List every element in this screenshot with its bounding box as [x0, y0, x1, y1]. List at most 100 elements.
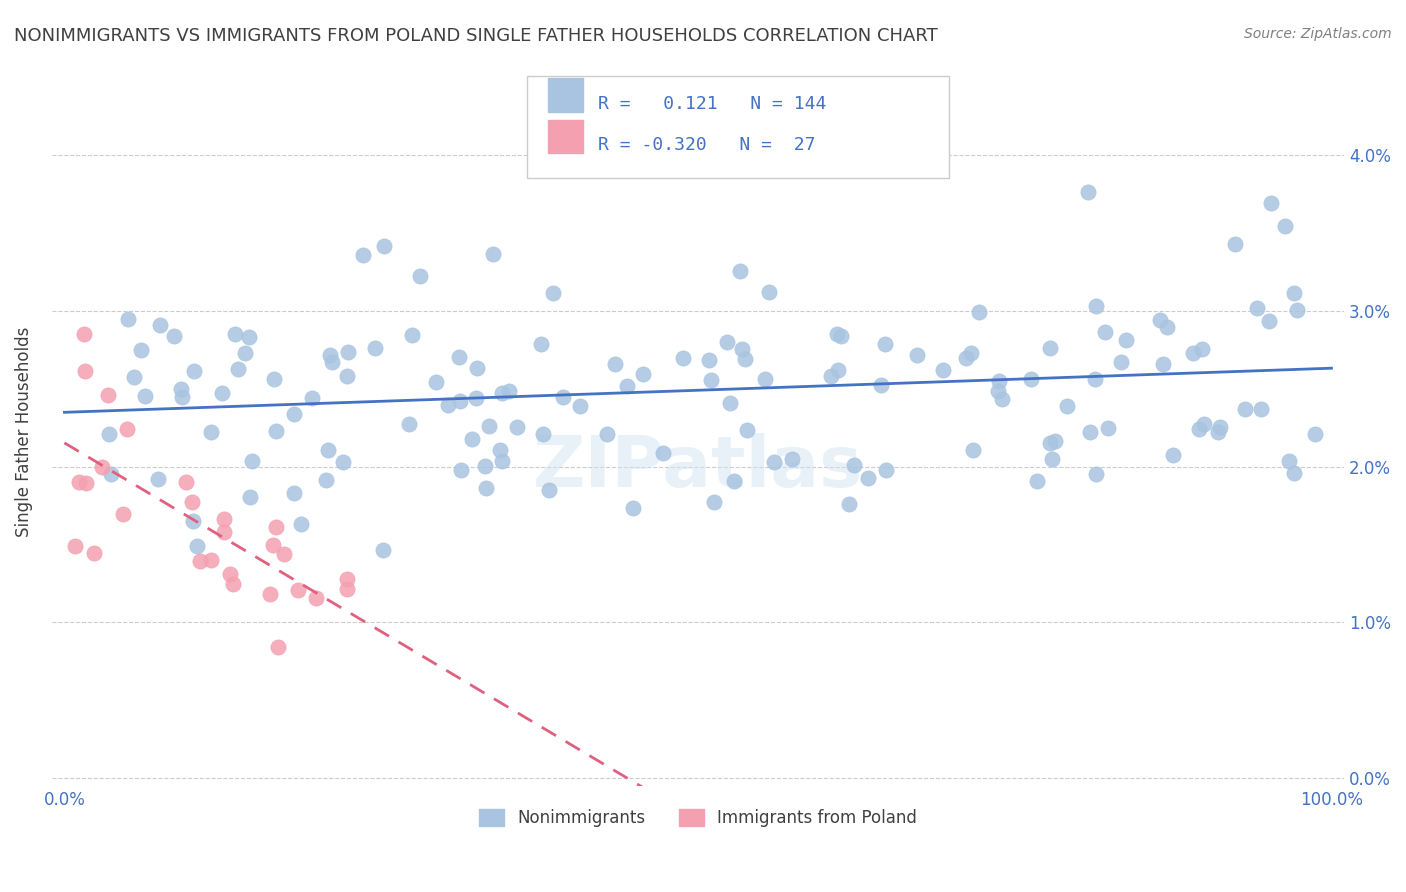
Point	[1019, 371, 1042, 385]
Point	[332, 455, 354, 469]
Point	[146, 472, 169, 486]
Point	[1094, 325, 1116, 339]
Point	[1043, 434, 1066, 448]
Point	[65, 539, 87, 553]
Point	[75, 476, 97, 491]
Point	[336, 368, 359, 383]
Point	[506, 419, 529, 434]
Point	[200, 425, 222, 439]
Point	[1026, 474, 1049, 488]
Point	[830, 329, 852, 343]
Point	[988, 375, 1011, 389]
Point	[115, 422, 138, 436]
Point	[186, 539, 208, 553]
Point	[1206, 425, 1229, 439]
Point	[100, 467, 122, 481]
Point	[301, 391, 323, 405]
Point	[967, 305, 990, 319]
Point	[450, 463, 472, 477]
Point	[226, 362, 249, 376]
Point	[763, 455, 786, 469]
Point	[723, 475, 745, 489]
Point	[870, 378, 893, 392]
Point	[122, 370, 145, 384]
Point	[218, 566, 240, 581]
Point	[960, 346, 983, 360]
Point	[754, 372, 776, 386]
Point	[498, 384, 520, 399]
Point	[336, 582, 359, 596]
Point	[304, 591, 326, 606]
Point	[621, 500, 644, 515]
Point	[716, 335, 738, 350]
Point	[283, 407, 305, 421]
Point	[875, 463, 897, 477]
Point	[336, 572, 359, 586]
Point	[112, 507, 135, 521]
Text: R =   0.121   N = 144: R = 0.121 N = 144	[598, 95, 825, 112]
Point	[273, 547, 295, 561]
Point	[264, 424, 287, 438]
Point	[183, 364, 205, 378]
Point	[1077, 185, 1099, 199]
Point	[1285, 303, 1308, 318]
Point	[321, 355, 343, 369]
Point	[825, 326, 848, 341]
Point	[316, 442, 339, 457]
Point	[1084, 299, 1107, 313]
Point	[264, 519, 287, 533]
Point	[697, 353, 720, 368]
Point	[541, 286, 564, 301]
Point	[262, 538, 284, 552]
Point	[905, 348, 928, 362]
Point	[718, 396, 741, 410]
Point	[134, 389, 156, 403]
Point	[991, 392, 1014, 406]
Legend: Nonimmigrants, Immigrants from Poland: Nonimmigrants, Immigrants from Poland	[472, 803, 924, 834]
Point	[1305, 426, 1327, 441]
Point	[447, 351, 470, 365]
Point	[91, 460, 114, 475]
Point	[1278, 454, 1301, 468]
Point	[224, 327, 246, 342]
Point	[222, 577, 245, 591]
Point	[478, 419, 501, 434]
Point	[98, 426, 121, 441]
Point	[371, 543, 394, 558]
Point	[672, 351, 695, 365]
Point	[183, 514, 205, 528]
Point	[409, 269, 432, 284]
Point	[172, 390, 194, 404]
Point	[259, 586, 281, 600]
Point	[551, 390, 574, 404]
Point	[1209, 420, 1232, 434]
Point	[465, 361, 488, 376]
Point	[1078, 425, 1101, 440]
Point	[780, 451, 803, 466]
Point	[734, 351, 756, 366]
Point	[73, 326, 96, 341]
Point	[858, 470, 880, 484]
Point	[263, 372, 285, 386]
Point	[616, 379, 638, 393]
Point	[239, 490, 262, 504]
Point	[242, 453, 264, 467]
Y-axis label: Single Father Households: Single Father Households	[15, 326, 32, 537]
Point	[238, 330, 260, 344]
Point	[461, 432, 484, 446]
Point	[1149, 313, 1171, 327]
Text: R = -0.320   N =  27: R = -0.320 N = 27	[598, 136, 815, 154]
Point	[844, 458, 866, 473]
Point	[1163, 448, 1185, 462]
Point	[315, 473, 337, 487]
Point	[398, 417, 420, 431]
Point	[169, 382, 191, 396]
Point	[211, 386, 233, 401]
Point	[283, 486, 305, 500]
Point	[290, 517, 312, 532]
Point	[200, 553, 222, 567]
Text: Source: ZipAtlas.com: Source: ZipAtlas.com	[1244, 27, 1392, 41]
Point	[491, 386, 513, 401]
Point	[1246, 301, 1268, 316]
Point	[97, 388, 120, 402]
